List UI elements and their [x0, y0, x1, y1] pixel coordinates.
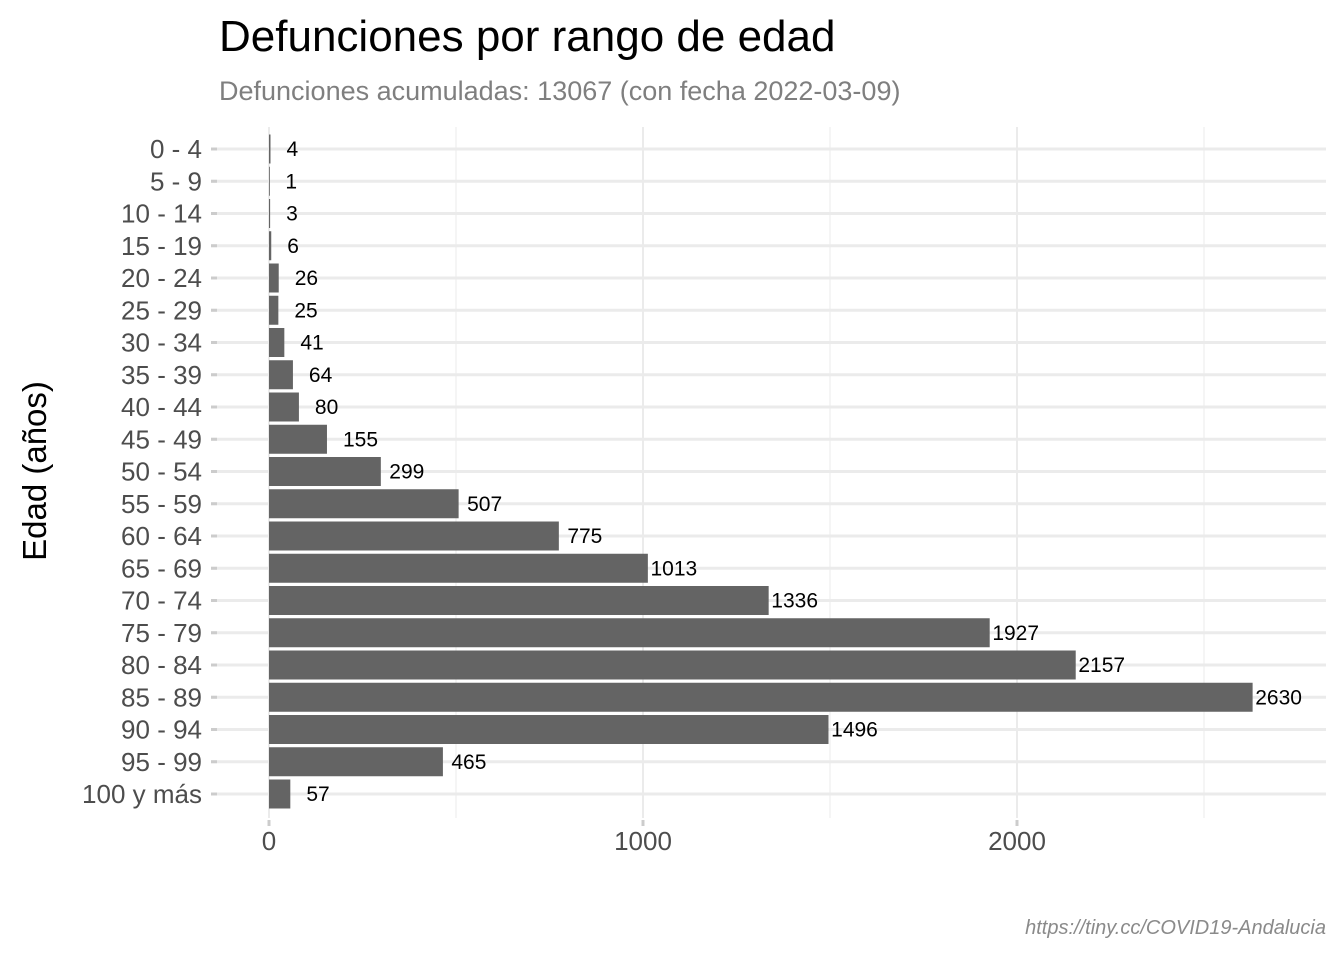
bar [269, 715, 829, 744]
bar [269, 199, 271, 228]
data-label: 155 [343, 428, 378, 451]
y-tick-label: 5 - 9 [150, 166, 202, 196]
bar [269, 392, 299, 422]
y-tick-label: 60 - 64 [121, 521, 202, 551]
data-label: 4 [286, 138, 298, 161]
bar [269, 553, 648, 583]
y-tick-label: 90 - 94 [121, 715, 202, 745]
data-label: 1927 [992, 622, 1039, 645]
bar [269, 295, 279, 325]
bar [269, 586, 769, 615]
source-caption: https://tiny.cc/COVID19-Andalucia [1025, 917, 1326, 939]
y-tick-label: 30 - 34 [121, 328, 202, 358]
y-tick-label: 80 - 84 [121, 650, 202, 680]
x-tick-label: 0 [262, 826, 276, 856]
data-label: 1496 [831, 719, 878, 742]
bar [269, 521, 559, 551]
data-label: 41 [300, 332, 323, 355]
data-label: 25 [294, 299, 317, 322]
x-tick-label: 2000 [988, 826, 1046, 856]
y-tick-label: 25 - 29 [121, 295, 202, 325]
bar [269, 618, 990, 648]
data-label: 2157 [1078, 654, 1125, 677]
y-tick-label: 15 - 19 [121, 231, 202, 261]
y-tick-label: 65 - 69 [121, 553, 202, 583]
y-tick-label: 35 - 39 [121, 360, 202, 390]
bar [269, 134, 271, 164]
data-label: 1 [285, 170, 297, 193]
bar [269, 779, 291, 809]
bar [269, 650, 1076, 680]
bar [269, 263, 279, 293]
y-tick-label: 20 - 24 [121, 263, 202, 293]
y-tick-label: 70 - 74 [121, 586, 202, 616]
data-label: 57 [306, 783, 329, 806]
bar [269, 231, 272, 261]
data-label: 299 [389, 461, 424, 484]
data-label: 2630 [1255, 686, 1302, 709]
y-tick-label: 85 - 89 [121, 682, 202, 712]
data-label: 507 [467, 493, 502, 516]
bar [269, 360, 293, 390]
bar [269, 682, 1253, 712]
data-label: 6 [287, 235, 299, 258]
chart-title: Defunciones por rango de edad [219, 12, 836, 61]
y-tick-label: 75 - 79 [121, 618, 202, 648]
y-tick-label: 50 - 54 [121, 457, 202, 487]
y-tick-label: 0 - 4 [150, 134, 202, 164]
data-label: 26 [295, 267, 318, 290]
y-tick-label: 55 - 59 [121, 489, 202, 519]
y-tick-label: 95 - 99 [121, 747, 202, 777]
y-tick-label: 45 - 49 [121, 424, 202, 454]
x-tick-label: 1000 [614, 826, 672, 856]
bar [269, 747, 443, 777]
bar [269, 166, 270, 196]
bar [269, 328, 285, 357]
data-label: 1013 [651, 557, 698, 580]
data-label: 80 [315, 396, 338, 419]
y-tick-label: 100 y más [82, 779, 202, 809]
data-label: 775 [567, 525, 602, 548]
y-tick-label: 10 - 14 [121, 199, 202, 229]
bar [269, 424, 327, 454]
data-label: 465 [451, 751, 486, 774]
bar [269, 489, 459, 519]
bar [269, 457, 381, 486]
data-label: 1336 [771, 590, 818, 613]
data-label: 64 [309, 364, 333, 387]
y-axis-title: Edad (años) [16, 381, 53, 561]
data-label: 3 [286, 203, 298, 226]
y-tick-label: 40 - 44 [121, 392, 202, 422]
chart-subtitle: Defunciones acumuladas: 13067 (con fecha… [219, 76, 901, 106]
